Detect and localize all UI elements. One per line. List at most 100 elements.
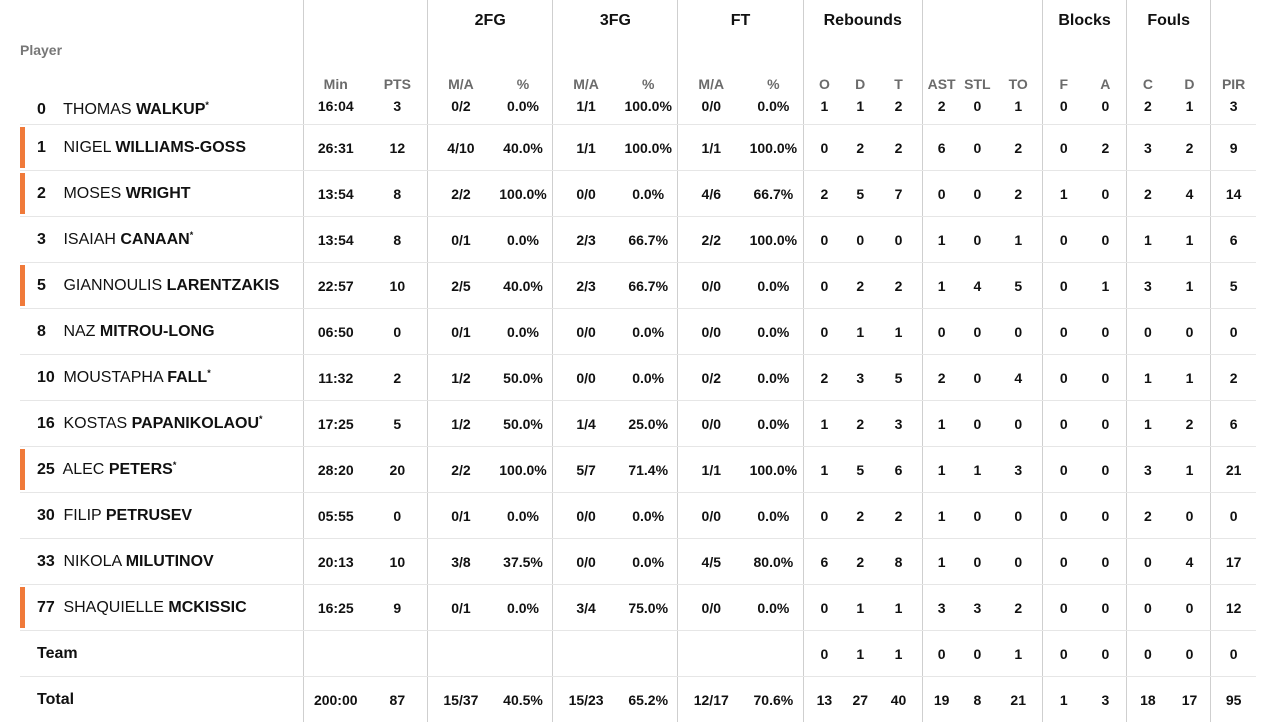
col-foul-d[interactable]: D [1169,42,1211,98]
stat-blk-a: 3 [1085,677,1127,722]
stat-fg2-ma: 15/37 [428,677,494,722]
col-foul-c[interactable]: C [1127,42,1169,98]
stat-reb-o: 1 [803,447,845,493]
col-reb-t[interactable]: T [875,42,922,98]
player-first-name: NIGEL [63,139,110,156]
col-min[interactable]: Min [303,42,367,98]
player-name-cell[interactable]: 5 GIANNOULIS LARENTZAKIS [20,263,303,309]
stat-ft-pct: 0.0% [744,98,803,125]
stat-ft-pct: 100.0% [744,217,803,263]
player-name-cell[interactable]: 2 MOSES WRIGHT [20,171,303,217]
player-name-cell[interactable]: 25 ALEC PETERS* [20,447,303,493]
stat-pts: 8 [368,171,428,217]
col-reb-d[interactable]: D [845,42,875,98]
player-last-name[interactable]: CANAAN [120,231,189,248]
stat-blk-a: 0 [1085,493,1127,539]
col-reb-o[interactable]: O [803,42,845,98]
stat-fg3-pct: 0.0% [619,309,678,355]
col-blk-f[interactable]: F [1043,42,1085,98]
stat-ft-ma [678,631,744,677]
stat-ft-pct: 0.0% [744,585,803,631]
col-2fg-pct[interactable]: % [494,42,553,98]
col-3fg-pct[interactable]: % [619,42,678,98]
col-stl[interactable]: STL [960,42,994,98]
player-name-cell[interactable]: 3 ISAIAH CANAAN* [20,217,303,263]
player-last-name[interactable]: FALL [167,369,207,386]
stat-ft-pct: 100.0% [744,125,803,171]
stat-ft-ma: 1/1 [678,125,744,171]
player-name-cell[interactable]: 30 FILIP PETRUSEV [20,493,303,539]
col-player[interactable]: Player [20,42,303,98]
player-last-name[interactable]: PETRUSEV [106,507,192,524]
player-last-name[interactable]: WALKUP [136,101,205,118]
stat-fg2-pct: 37.5% [494,539,553,585]
stat-min: 17:25 [303,401,367,447]
stat-fg2-ma: 0/1 [428,309,494,355]
player-last-name[interactable]: PETERS [109,461,173,478]
player-last-name[interactable]: LARENTZAKIS [167,277,280,294]
stat-ast: 0 [922,309,960,355]
group-ft: FT [678,0,803,42]
player-name-cell[interactable]: 0 THOMAS WALKUP* [20,98,303,125]
group-header-row: 2FG 3FG FT Rebounds Blocks Fouls [20,0,1256,42]
stat-fg2-ma: 0/1 [428,493,494,539]
stat-blk-f: 0 [1043,355,1085,401]
col-ast[interactable]: AST [922,42,960,98]
stat-stl: 0 [960,125,994,171]
player-last-name[interactable]: MITROU-LONG [100,323,215,340]
stat-reb-d: 1 [845,585,875,631]
col-2fg-ma[interactable]: M/A [428,42,494,98]
stat-reb-t: 1 [875,309,922,355]
player-last-name[interactable]: MCKISSIC [168,599,246,616]
player-name-cell[interactable]: 10 MOUSTAPHA FALL* [20,355,303,401]
total-label: Total [20,677,303,722]
stat-reb-d: 3 [845,355,875,401]
col-pir[interactable]: PIR [1211,42,1256,98]
player-last-name[interactable]: MILUTINOV [126,553,214,570]
col-to[interactable]: TO [994,42,1042,98]
stat-fg3-pct: 65.2% [619,677,678,722]
col-ft-pct[interactable]: % [744,42,803,98]
player-last-name[interactable]: WRIGHT [126,185,191,202]
player-last-name[interactable]: WILLIAMS-GOSS [115,139,246,156]
player-name-cell[interactable]: 77 SHAQUIELLE MCKISSIC [20,585,303,631]
col-blk-a[interactable]: A [1085,42,1127,98]
stat-ast: 3 [922,585,960,631]
player-number: 8 [37,323,59,341]
stat-foul-c: 3 [1127,263,1169,309]
stat-fg2-pct: 40.5% [494,677,553,722]
player-name-cell[interactable]: 1 NIGEL WILLIAMS-GOSS [20,125,303,171]
col-pts[interactable]: PTS [368,42,428,98]
player-name-cell[interactable]: 33 NIKOLA MILUTINOV [20,539,303,585]
stat-reb-o: 2 [803,355,845,401]
stat-foul-d: 1 [1169,263,1211,309]
player-last-name[interactable]: PAPANIKOLAOU [132,415,259,432]
stat-blk-a: 1 [1085,263,1127,309]
player-name-cell[interactable]: 16 KOSTAS PAPANIKOLAOU* [20,401,303,447]
col-3fg-ma[interactable]: M/A [553,42,619,98]
stat-reb-d: 5 [845,447,875,493]
stat-ft-ma: 2/2 [678,217,744,263]
stat-ft-pct: 0.0% [744,309,803,355]
stat-to: 0 [994,539,1042,585]
col-ft-ma[interactable]: M/A [678,42,744,98]
stat-foul-c: 3 [1127,447,1169,493]
player-name-cell[interactable]: 8 NAZ MITROU-LONG [20,309,303,355]
stat-blk-f: 0 [1043,98,1085,125]
stat-pts: 0 [368,493,428,539]
stat-reb-o: 0 [803,125,845,171]
stat-blk-f: 1 [1043,677,1085,722]
stat-pir: 21 [1211,447,1256,493]
